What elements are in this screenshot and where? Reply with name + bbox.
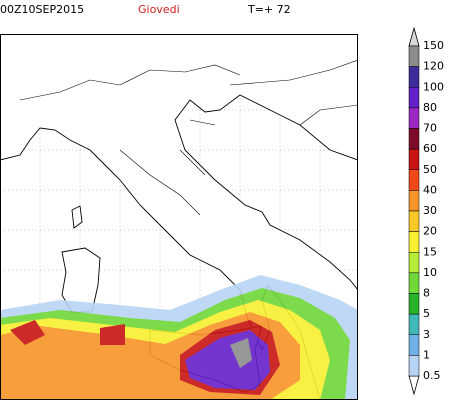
colorbar-swatch <box>408 190 420 212</box>
colorbar-label: 150 <box>423 39 444 52</box>
colorbar-label: 50 <box>423 163 437 176</box>
colorbar-swatch <box>408 66 420 88</box>
colorbar-swatch <box>408 272 420 294</box>
colorbar-swatch <box>408 169 420 191</box>
colorbar-bottom-arrow <box>408 375 420 396</box>
colorbar-swatch <box>408 107 420 129</box>
colorbar-swatch <box>408 231 420 253</box>
colorbar-swatch <box>408 45 420 67</box>
colorbar-label: 10 <box>423 266 437 279</box>
colorbar-label: 40 <box>423 183 437 196</box>
map <box>0 34 358 400</box>
colorbar-label: 8 <box>423 287 430 300</box>
colorbar-label: 0.5 <box>423 369 441 382</box>
colorbar-label: 100 <box>423 80 444 93</box>
colorbar-label: 15 <box>423 245 437 258</box>
colorbar-label: 120 <box>423 60 444 73</box>
day-label: Giovedi <box>138 3 180 16</box>
borders <box>19 59 358 216</box>
colorbar-swatch <box>408 148 420 170</box>
colorbar-swatch <box>408 210 420 232</box>
colorbar-swatch <box>408 87 420 109</box>
colorbar-swatch <box>408 313 420 335</box>
colorbar-swatch <box>408 355 420 377</box>
colorbar: 150 120 100 80 70 60 50 40 30 20 15 10 8 5 3 1 0.5 <box>408 26 444 396</box>
colorbar-label: 60 <box>423 142 437 155</box>
colorbar-label: 5 <box>423 307 430 320</box>
colorbar-label: 3 <box>423 328 430 341</box>
colorbar-swatch <box>408 293 420 315</box>
colorbar-swatch <box>408 334 420 356</box>
colorbar-label: 80 <box>423 101 437 114</box>
colorbar-label: 20 <box>423 225 437 238</box>
colorbar-label: 30 <box>423 204 437 217</box>
precipitation <box>0 275 358 400</box>
colorbar-top-arrow <box>408 26 420 47</box>
colorbar-swatch <box>408 252 420 274</box>
lead-label: T=+ 72 <box>247 3 291 16</box>
colorbar-swatch <box>408 128 420 150</box>
colorbar-label: 1 <box>423 348 430 361</box>
date-label: 00Z10SEP2015 <box>0 3 84 16</box>
colorbar-label: 70 <box>423 122 437 135</box>
